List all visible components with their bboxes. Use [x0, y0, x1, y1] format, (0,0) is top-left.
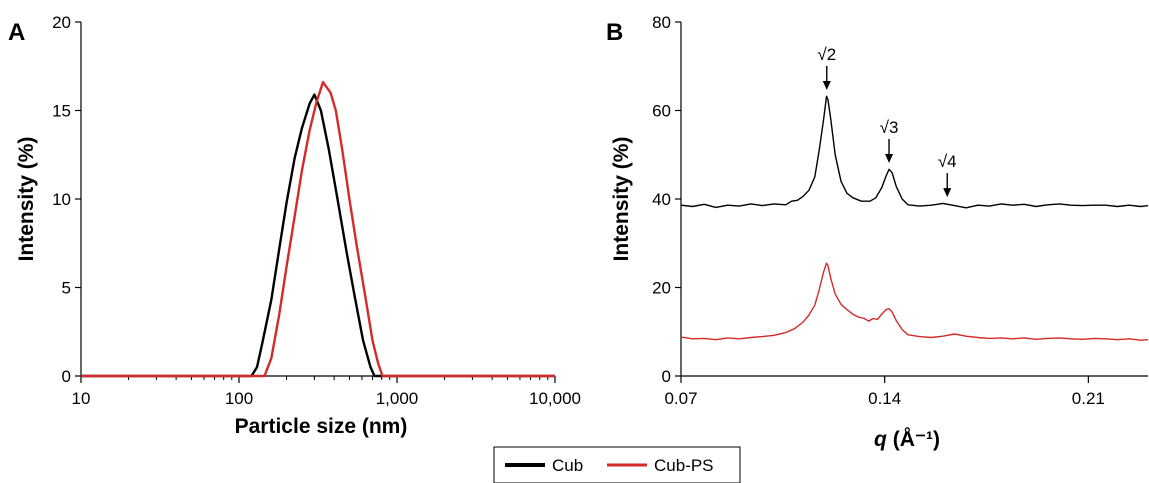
peak-arrow-head — [885, 154, 894, 164]
panel-b-y-tick-label: 80 — [652, 13, 671, 32]
panel-b-series-cub-ps — [680, 262, 1149, 341]
panel-b-x-axis-unit: (Å⁻¹) — [893, 427, 940, 451]
panel-a-y-tick-label: 10 — [52, 190, 71, 209]
panel-a-ticks: 0 5 10 15 20 10 100 1,000 10,000 — [52, 13, 581, 408]
legend: Cub Cub-PS — [493, 446, 741, 483]
panel-b-letter: B — [606, 19, 623, 46]
panel-b-x-tick-label: 0.14 — [868, 389, 901, 408]
legend-label-cub: Cub — [552, 456, 583, 475]
panel-b-series — [680, 95, 1149, 341]
panel-a-x-tick-label: 1,000 — [376, 389, 419, 408]
panel-b: B 0 20 40 60 80 0.07 0.14 0.21 √2 √3 √4 Intensity… — [606, 13, 1149, 451]
panel-b-x-axis-title: q (Å⁻¹) — [874, 427, 940, 451]
peak-arrow-head — [943, 188, 952, 198]
panel-b-ticks: 0 20 40 60 80 0.07 0.14 0.21 — [652, 13, 1105, 408]
panel-b-annotations: √2 √3 √4 — [817, 45, 957, 198]
peak-annotation-label: √2 — [817, 45, 836, 64]
panel-a-x-tick-label: 10,000 — [529, 389, 581, 408]
panel-b-y-tick-label: 40 — [652, 190, 671, 209]
panel-b-y-tick-label: 20 — [652, 279, 671, 298]
panel-a-letter: A — [8, 19, 25, 46]
panel-a-y-tick-label: 20 — [52, 13, 71, 32]
panel-a-series-cub — [81, 93, 555, 378]
panel-b-x-tick-label: 0.07 — [664, 389, 697, 408]
panel-a-series — [81, 81, 555, 378]
panel-b-x-axis-symbol: q — [874, 428, 887, 451]
peak-annotation-label: √4 — [938, 152, 957, 171]
panel-a: A 0 5 10 15 20 10 100 1,000 10,000 Particle size… — [8, 13, 581, 438]
panel-a-x-tick-label: 10 — [72, 389, 91, 408]
panel-a-series-cub-ps — [81, 81, 555, 378]
panel-a-y-tick-label: 0 — [62, 367, 71, 386]
panel-b-x-tick-label: 0.21 — [1072, 389, 1105, 408]
panel-a-y-tick-label: 5 — [62, 279, 71, 298]
legend-label-cub-ps: Cub-PS — [654, 456, 714, 475]
peak-arrow-head — [822, 81, 831, 91]
panel-a-y-tick-label: 15 — [52, 102, 71, 121]
panel-b-y-tick-label: 0 — [662, 367, 671, 386]
panel-a-x-axis-title: Particle size (nm) — [235, 415, 408, 438]
panel-b-y-axis-title: Intensity (%) — [610, 137, 633, 262]
panel-b-series-cub — [680, 95, 1149, 209]
peak-annotation-label: √3 — [880, 118, 899, 137]
panel-b-y-tick-label: 60 — [652, 102, 671, 121]
panel-a-x-tick-label: 100 — [225, 389, 253, 408]
panel-a-y-axis-title: Intensity (%) — [15, 137, 38, 262]
